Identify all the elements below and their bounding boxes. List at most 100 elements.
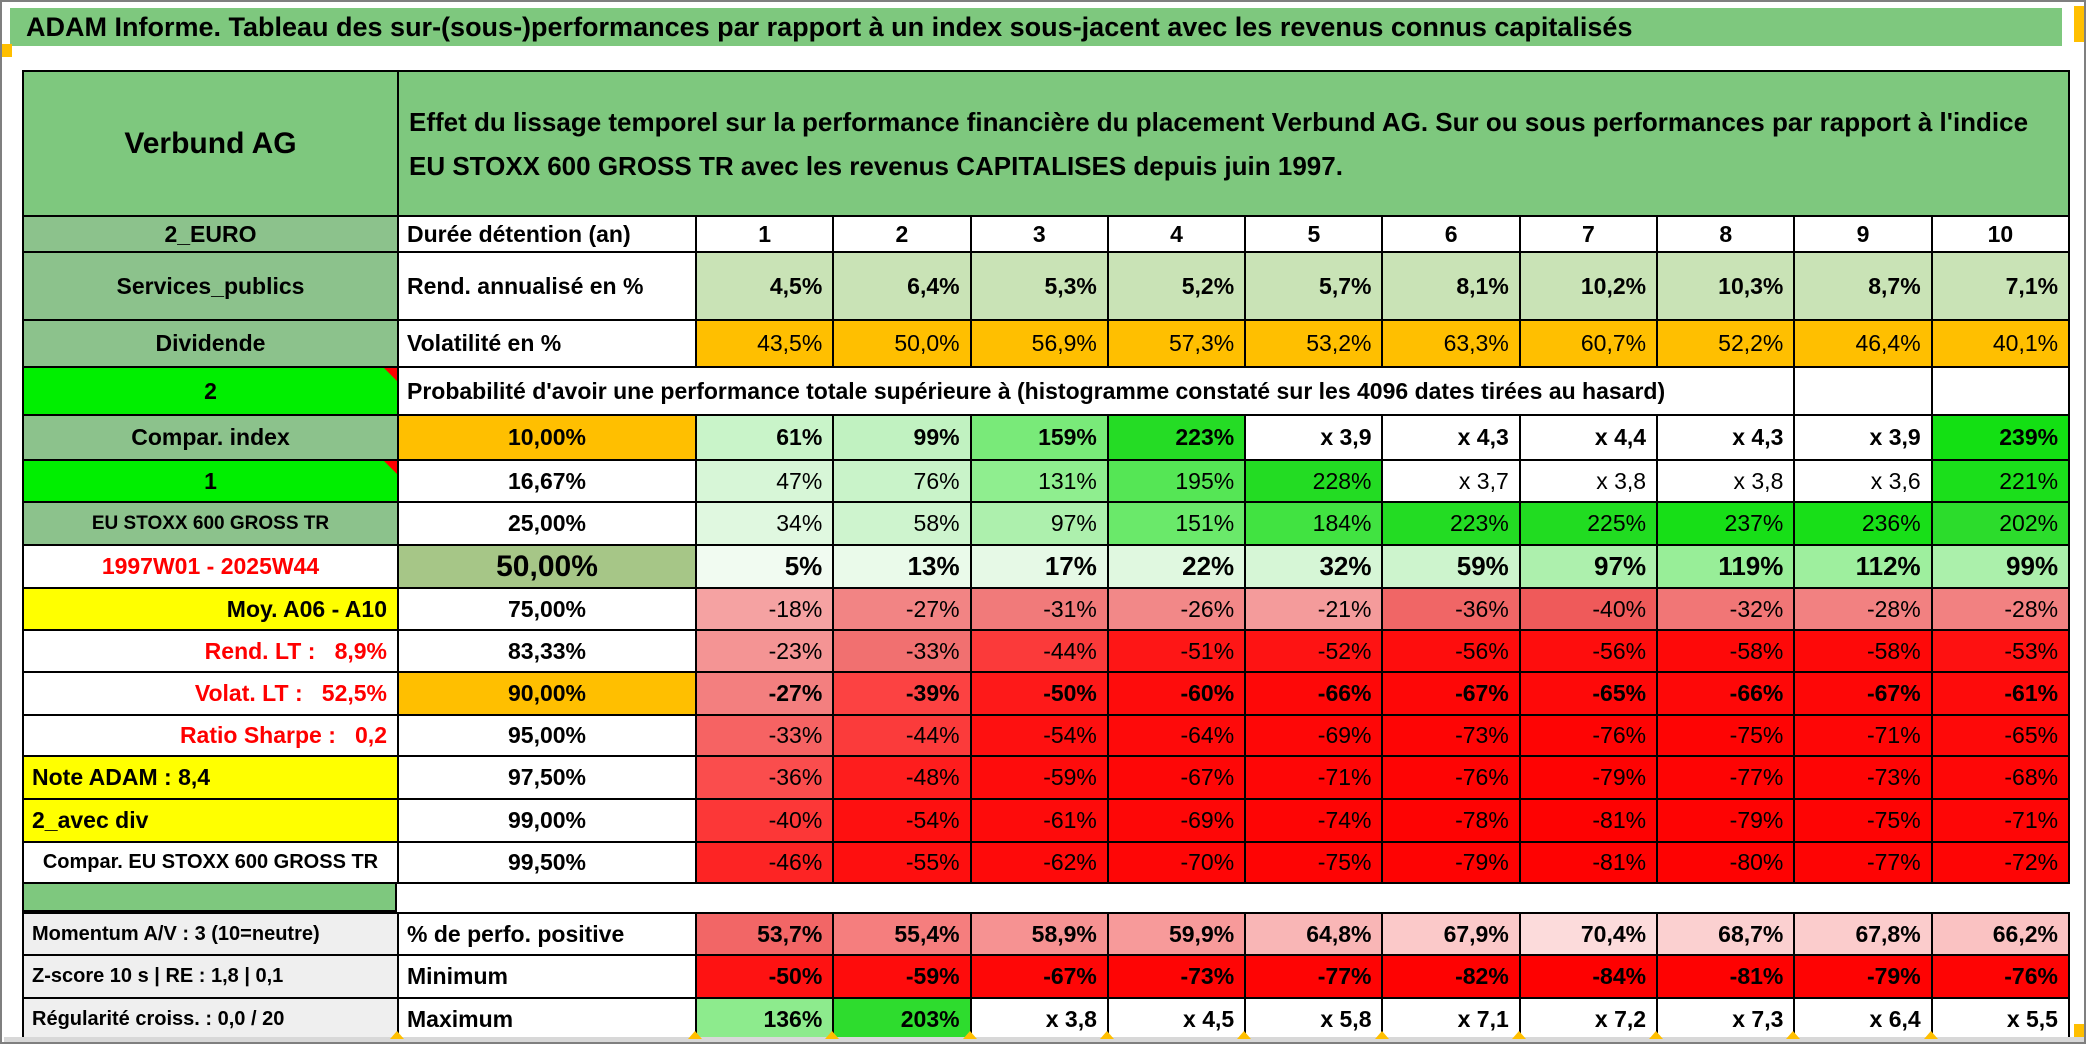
cell-minimum-6[interactable]: -77%	[1244, 954, 1384, 999]
cell-p90-6[interactable]: -66%	[1244, 671, 1384, 716]
cell-duree-2[interactable]: 1	[694, 215, 835, 253]
cell-p99-4[interactable]: -61%	[969, 798, 1109, 843]
cell-minimum-10[interactable]: -79%	[1793, 954, 1933, 999]
cell-p995-6[interactable]: -75%	[1244, 841, 1384, 884]
cell-proba-1[interactable]: Probabilité d'avoir une performance tota…	[396, 366, 1796, 416]
cell-minimum-1[interactable]: Minimum	[397, 954, 697, 999]
cell-duree-7[interactable]: 6	[1381, 215, 1521, 253]
cell-volat-2[interactable]: 43,5%	[694, 319, 835, 368]
cell-p83-0[interactable]: Rend. LT : 8,9%	[22, 629, 399, 673]
cell-p25-11[interactable]: 202%	[1930, 501, 2071, 546]
cell-p16-11[interactable]: 221%	[1930, 459, 2071, 503]
cell-maximum-0[interactable]: Régularité croiss. : 0,0 / 20	[22, 997, 399, 1041]
cell-minimum-2[interactable]: -50%	[694, 954, 835, 999]
cell-p975-11[interactable]: -68%	[1930, 755, 2071, 800]
cell-p75-4[interactable]: -31%	[969, 587, 1109, 631]
cell-volat-8[interactable]: 60,7%	[1518, 319, 1659, 368]
cell-p90-4[interactable]: -50%	[969, 671, 1109, 716]
cell-rend-2[interactable]: 4,5%	[694, 251, 835, 321]
cell-p83-3[interactable]: -33%	[832, 629, 972, 673]
cell-maximum-2[interactable]: 136%	[694, 997, 835, 1041]
cell-maximum-7[interactable]: x 7,1	[1381, 997, 1521, 1041]
cell-p975-4[interactable]: -59%	[969, 755, 1109, 800]
cell-p10-5[interactable]: 223%	[1106, 414, 1247, 461]
cell-p25-5[interactable]: 151%	[1106, 501, 1247, 546]
cell-proba-0[interactable]: 2	[22, 366, 399, 416]
cell-p16-3[interactable]: 76%	[832, 459, 972, 503]
cell-p99-5[interactable]: -69%	[1106, 798, 1247, 843]
cell-proba-3[interactable]	[1930, 366, 2071, 416]
cell-p995-9[interactable]: -80%	[1656, 841, 1796, 884]
cell-p975-6[interactable]: -71%	[1244, 755, 1384, 800]
cell-perfopos-5[interactable]: 59,9%	[1106, 912, 1247, 956]
cell-p75-1[interactable]: 75,00%	[397, 587, 697, 631]
cell-p10-7[interactable]: x 4,3	[1381, 414, 1521, 461]
cell-p975-2[interactable]: -36%	[694, 755, 835, 800]
cell-p10-8[interactable]: x 4,4	[1518, 414, 1659, 461]
cell-p50-9[interactable]: 119%	[1656, 544, 1796, 589]
cell-p95-9[interactable]: -75%	[1656, 714, 1796, 757]
cell-p99-3[interactable]: -54%	[832, 798, 972, 843]
cell-p975-8[interactable]: -79%	[1518, 755, 1659, 800]
cell-rend-6[interactable]: 5,7%	[1244, 251, 1384, 321]
cell-duree-5[interactable]: 4	[1106, 215, 1247, 253]
cell-p90-11[interactable]: -61%	[1930, 671, 2071, 716]
cell-p16-8[interactable]: x 3,8	[1518, 459, 1659, 503]
cell-p50-11[interactable]: 99%	[1930, 544, 2071, 589]
cell-p90-1[interactable]: 90,00%	[397, 671, 697, 716]
cell-p95-5[interactable]: -64%	[1106, 714, 1247, 757]
cell-p83-1[interactable]: 83,33%	[397, 629, 697, 673]
cell-p10-11[interactable]: 239%	[1930, 414, 2071, 461]
cell-p95-8[interactable]: -76%	[1518, 714, 1659, 757]
cell-p90-3[interactable]: -39%	[832, 671, 972, 716]
cell-p16-2[interactable]: 47%	[694, 459, 835, 503]
cell-p10-6[interactable]: x 3,9	[1244, 414, 1384, 461]
cell-p99-6[interactable]: -74%	[1244, 798, 1384, 843]
cell-duree-4[interactable]: 3	[969, 215, 1109, 253]
cell-p99-9[interactable]: -79%	[1656, 798, 1796, 843]
cell-p50-2[interactable]: 5%	[694, 544, 835, 589]
cell-perfopos-10[interactable]: 67,8%	[1793, 912, 1933, 956]
cell-rend-9[interactable]: 10,3%	[1656, 251, 1796, 321]
cell-perfopos-8[interactable]: 70,4%	[1518, 912, 1659, 956]
cell-p995-4[interactable]: -62%	[969, 841, 1109, 884]
cell-volat-7[interactable]: 63,3%	[1381, 319, 1521, 368]
cell-p975-7[interactable]: -76%	[1381, 755, 1521, 800]
cell-rend-3[interactable]: 6,4%	[832, 251, 972, 321]
cell-p50-5[interactable]: 22%	[1106, 544, 1247, 589]
cell-p16-9[interactable]: x 3,8	[1656, 459, 1796, 503]
cell-hdr-1[interactable]: Effet du lissage temporel sur la perform…	[396, 70, 2071, 217]
cell-p50-1[interactable]: 50,00%	[397, 544, 697, 589]
cell-p75-7[interactable]: -36%	[1381, 587, 1521, 631]
cell-p995-5[interactable]: -70%	[1106, 841, 1247, 884]
cell-p83-11[interactable]: -53%	[1930, 629, 2071, 673]
cell-duree-8[interactable]: 7	[1518, 215, 1659, 253]
cell-p99-11[interactable]: -71%	[1930, 798, 2071, 843]
cell-rend-4[interactable]: 5,3%	[969, 251, 1109, 321]
cell-hdr-0[interactable]: Verbund AG	[22, 70, 399, 217]
cell-p75-6[interactable]: -21%	[1244, 587, 1384, 631]
cell-p95-2[interactable]: -33%	[694, 714, 835, 757]
cell-p95-0[interactable]: Ratio Sharpe : 0,2	[22, 714, 399, 757]
cell-maximum-10[interactable]: x 6,4	[1793, 997, 1933, 1041]
cell-rend-7[interactable]: 8,1%	[1381, 251, 1521, 321]
cell-perfopos-7[interactable]: 67,9%	[1381, 912, 1521, 956]
cell-p95-7[interactable]: -73%	[1381, 714, 1521, 757]
cell-p83-7[interactable]: -56%	[1381, 629, 1521, 673]
cell-p95-11[interactable]: -65%	[1930, 714, 2071, 757]
cell-p25-3[interactable]: 58%	[832, 501, 972, 546]
cell-p99-10[interactable]: -75%	[1793, 798, 1933, 843]
cell-p995-8[interactable]: -81%	[1518, 841, 1659, 884]
cell-p99-0[interactable]: 2_avec div	[22, 798, 399, 843]
cell-volat-6[interactable]: 53,2%	[1244, 319, 1384, 368]
cell-p95-4[interactable]: -54%	[969, 714, 1109, 757]
cell-p995-11[interactable]: -72%	[1930, 841, 2071, 884]
cell-perfopos-4[interactable]: 58,9%	[969, 912, 1109, 956]
cell-p99-8[interactable]: -81%	[1518, 798, 1659, 843]
cell-perfopos-3[interactable]: 55,4%	[832, 912, 972, 956]
cell-p25-4[interactable]: 97%	[969, 501, 1109, 546]
cell-p995-3[interactable]: -55%	[832, 841, 972, 884]
cell-p995-7[interactable]: -79%	[1381, 841, 1521, 884]
cell-perfopos-6[interactable]: 64,8%	[1244, 912, 1384, 956]
cell-minimum-3[interactable]: -59%	[832, 954, 972, 999]
